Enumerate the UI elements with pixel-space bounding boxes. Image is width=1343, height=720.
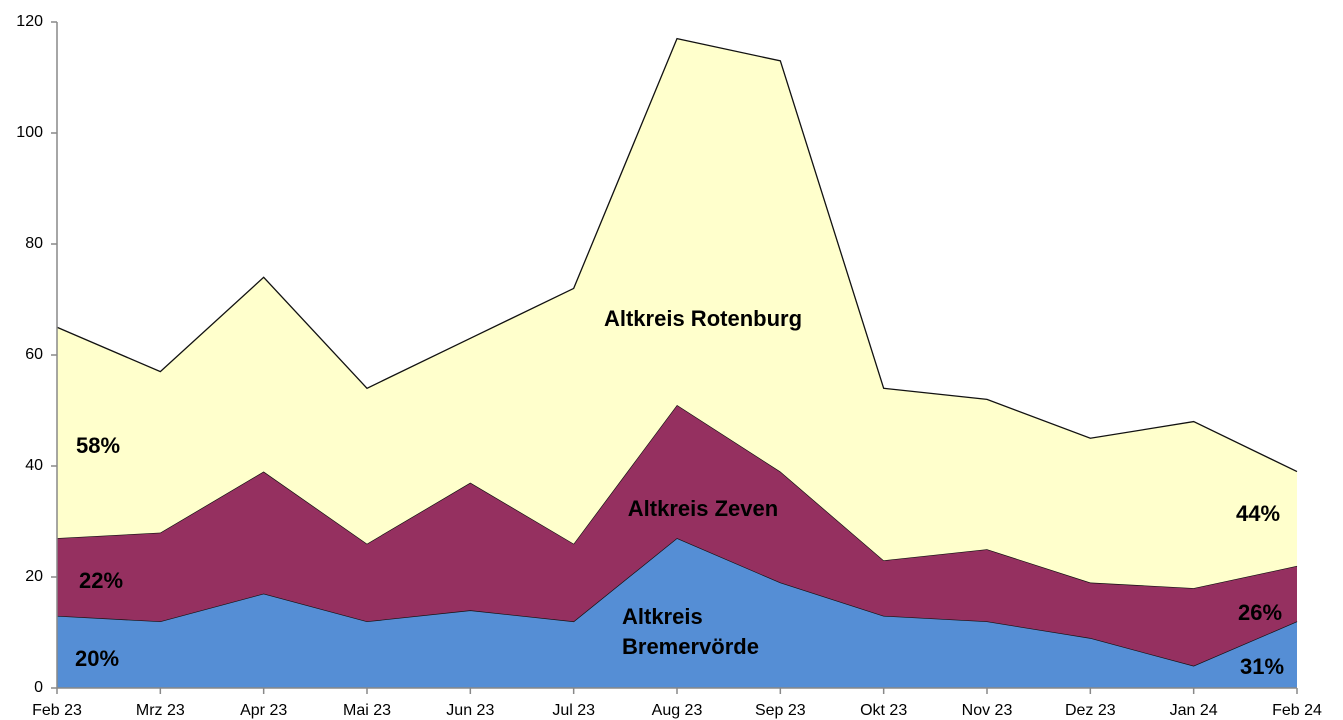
series-label: Altkreis Zeven — [628, 496, 778, 521]
series-label: Altkreis Rotenburg — [604, 306, 802, 331]
share-label: 31% — [1240, 654, 1284, 679]
y-tick-label: 100 — [16, 124, 43, 141]
x-tick-label: Apr 23 — [240, 702, 287, 719]
area-edge — [56, 37, 1298, 473]
x-tick-label: Feb 24 — [1272, 702, 1322, 719]
area — [57, 38, 1297, 589]
x-tick-label: Sep 23 — [755, 702, 806, 719]
y-tick-label: 40 — [25, 457, 43, 474]
y-tick-label: 80 — [25, 235, 43, 252]
y-tick-label: 0 — [34, 679, 43, 696]
share-label: 20% — [75, 646, 119, 671]
x-tick-label: Jan 24 — [1170, 702, 1218, 719]
x-tick-label: Mai 23 — [343, 702, 391, 719]
x-tick-label: Aug 23 — [652, 702, 703, 719]
x-tick-label: Feb 23 — [32, 702, 82, 719]
x-tick-label: Okt 23 — [860, 702, 907, 719]
share-label: 26% — [1238, 600, 1282, 625]
x-tick-label: Jun 23 — [446, 702, 494, 719]
x-tick-label: Mrz 23 — [136, 702, 185, 719]
share-label: 58% — [76, 433, 120, 458]
y-tick-label: 20 — [25, 568, 43, 585]
series-label: Altkreis Bremervörde — [622, 604, 759, 659]
share-label: 44% — [1236, 501, 1280, 526]
y-tick-label: 120 — [16, 13, 43, 30]
x-tick-label: Nov 23 — [962, 702, 1013, 719]
y-tick-label: 60 — [25, 346, 43, 363]
share-label: 22% — [79, 568, 123, 593]
area — [57, 538, 1297, 688]
area — [57, 404, 1297, 666]
x-tick-label: Jul 23 — [552, 702, 595, 719]
x-tick-label: Dez 23 — [1065, 702, 1116, 719]
